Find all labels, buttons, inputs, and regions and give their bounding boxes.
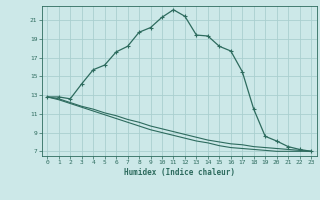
X-axis label: Humidex (Indice chaleur): Humidex (Indice chaleur) — [124, 168, 235, 177]
